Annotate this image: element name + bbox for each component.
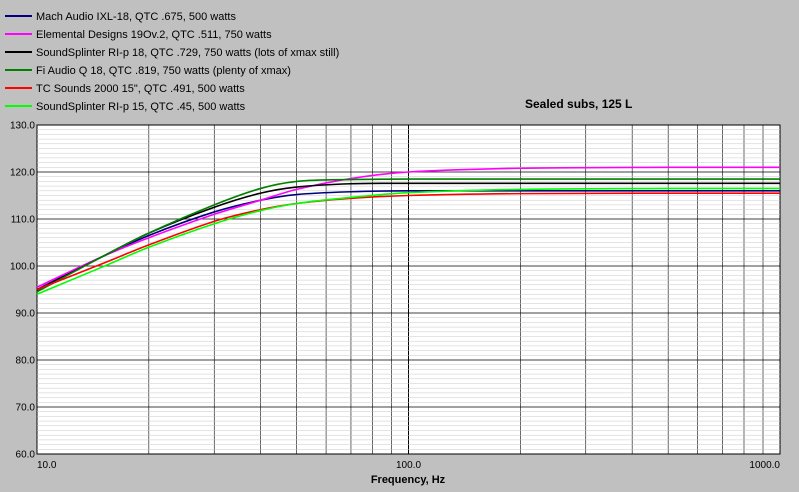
series-lines: [36, 166, 781, 295]
y-axis: 60.0 70.0 80.0 90.0 100.0 110.0 120.0 130.0: [10, 121, 35, 461]
y-tick-label: 70.0: [16, 403, 36, 414]
legend-entry: SoundSplinter RI-p 18, QTC .729, 750 wat…: [36, 47, 339, 59]
chart-title: Sealed subs, 125 L: [525, 97, 632, 111]
legend-entry: TC Sounds 2000 15", QTC .491, 500 watts: [36, 83, 245, 95]
series-line: [36, 166, 781, 288]
legend-entry: Fi Audio Q 18, QTC .819, 750 watts (plen…: [36, 65, 291, 77]
y-tick-label: 110.0: [11, 215, 36, 226]
y-tick-label: 100.0: [10, 262, 35, 273]
x-tick-label: 1000.0: [749, 460, 780, 471]
series-line: [36, 189, 780, 291]
y-tick-label: 80.0: [16, 356, 36, 367]
x-tick-label: 100.0: [396, 460, 421, 471]
legend-entry: Mach Audio IXL-18, QTC .675, 500 watts: [36, 11, 236, 23]
y-tick-label: 120.0: [10, 168, 35, 179]
y-tick-label: 90.0: [16, 309, 36, 320]
y-tick-label: 130.0: [10, 121, 35, 132]
x-axis-label: Frequency, Hz: [371, 474, 446, 486]
series-line: [36, 178, 780, 293]
x-axis: 10.0 100.0 1000.0: [37, 460, 780, 471]
series-line: [36, 187, 781, 295]
legend: Mach Audio IXL-18, QTC .675, 500 watts El…: [5, 11, 339, 113]
legend-entry: SoundSplinter RI-p 15, QTC .45, 500 watt…: [36, 101, 246, 113]
legend-entry: Elemental Designs 19Ov.2, QTC .511, 750 …: [36, 29, 272, 41]
y-tick-label: 60.0: [16, 450, 36, 461]
x-tick-label: 10.0: [37, 460, 57, 471]
